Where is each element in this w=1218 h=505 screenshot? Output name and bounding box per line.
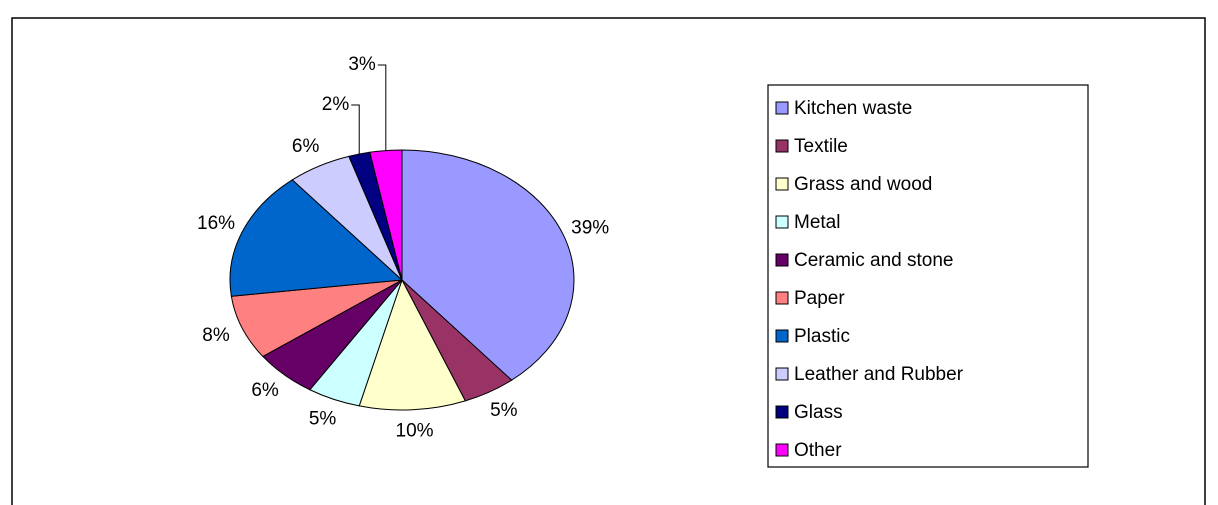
data-label: 2% (322, 94, 350, 115)
pie-slice (358, 278, 467, 411)
leader-line (377, 64, 387, 151)
legend-swatch (775, 443, 789, 457)
legend-label: Leather and Rubber (794, 364, 964, 385)
data-label: 6% (251, 380, 279, 401)
legend-label: Metal (794, 212, 840, 233)
data-label: 5% (490, 400, 518, 421)
legend-label: Ceramic and stone (794, 250, 953, 271)
legend-swatch (775, 291, 789, 305)
legend-swatch (775, 139, 789, 153)
legend-swatch (775, 101, 789, 115)
legend-label: Other (794, 440, 842, 461)
data-label: 39% (571, 218, 609, 239)
data-label: 16% (197, 213, 235, 234)
legend-swatch (775, 215, 789, 229)
legend-swatch (775, 405, 789, 419)
leader-line (351, 104, 360, 155)
legend-label: Paper (794, 288, 845, 309)
chart-frame (11, 17, 1206, 505)
legend-label: Kitchen waste (794, 98, 912, 119)
pie-slice (369, 149, 403, 281)
legend-swatch (775, 177, 789, 191)
pie-slice (229, 179, 404, 297)
data-label: 5% (309, 409, 337, 430)
legend-label: Grass and wood (794, 174, 932, 195)
pie-slice (401, 149, 575, 381)
data-label: 3% (348, 54, 376, 75)
legend-swatch (775, 253, 789, 267)
legend-label: Plastic (794, 326, 850, 347)
legend-label: Glass (794, 402, 843, 423)
legend-swatch (775, 329, 789, 343)
legend-swatch (775, 367, 789, 381)
legend-box (767, 84, 1089, 468)
data-label: 8% (202, 325, 230, 346)
data-label: 6% (292, 136, 320, 157)
legend-label: Textile (794, 136, 848, 157)
data-label: 10% (396, 421, 434, 442)
